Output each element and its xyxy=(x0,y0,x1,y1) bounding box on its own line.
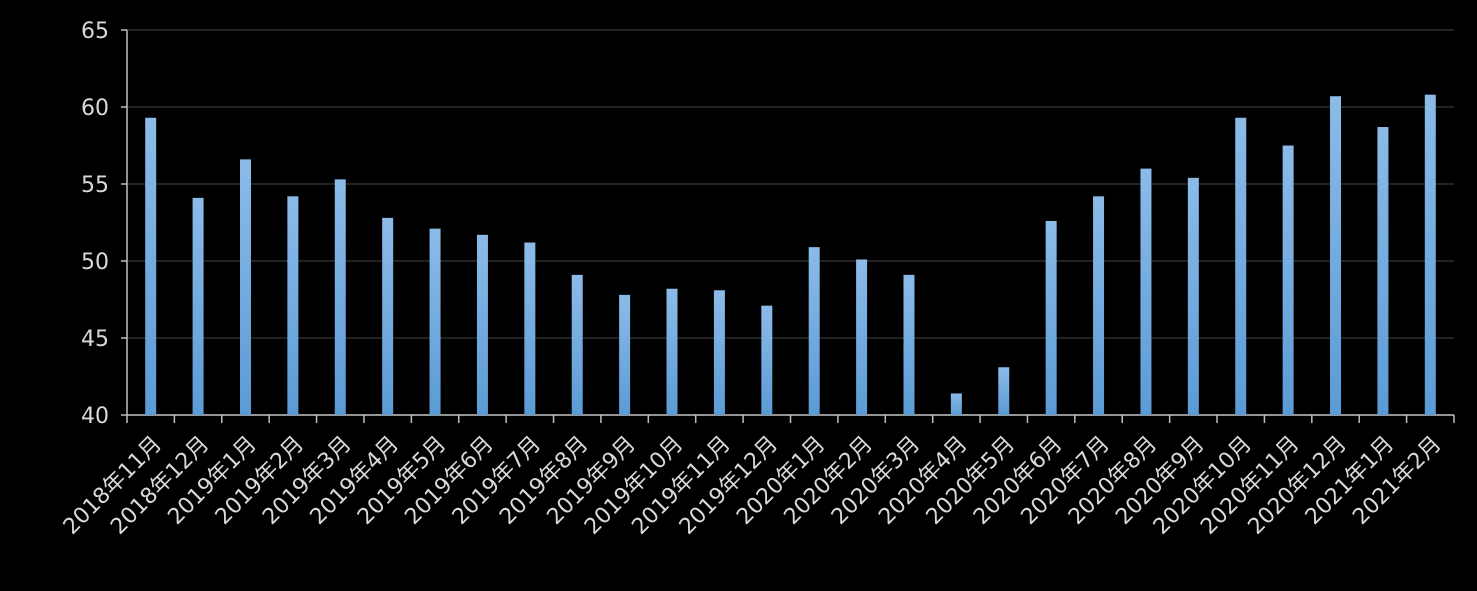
bar xyxy=(666,288,678,415)
y-tick-label: 65 xyxy=(81,19,109,44)
y-tick-label: 55 xyxy=(81,173,109,198)
y-tick-label: 50 xyxy=(81,250,109,275)
bar xyxy=(1235,117,1247,415)
y-tick-label: 40 xyxy=(81,404,109,429)
bar xyxy=(524,242,536,415)
bar xyxy=(239,159,251,415)
y-tick-label: 60 xyxy=(81,96,109,121)
bar xyxy=(382,217,394,415)
bar xyxy=(1377,127,1389,416)
bar xyxy=(1330,96,1342,415)
bar xyxy=(950,393,962,415)
bar xyxy=(1282,145,1294,415)
bar xyxy=(429,228,441,415)
bar xyxy=(1140,168,1152,415)
bar xyxy=(192,197,204,415)
bar xyxy=(856,259,868,415)
y-tick-label: 45 xyxy=(81,327,109,352)
bar xyxy=(713,290,725,415)
bar xyxy=(476,234,488,415)
bar xyxy=(761,305,773,415)
bar xyxy=(145,117,157,415)
bar xyxy=(903,274,915,415)
bar xyxy=(1187,177,1199,415)
bar xyxy=(1424,94,1436,416)
bar xyxy=(571,274,583,415)
bar xyxy=(287,196,299,415)
bar xyxy=(1093,196,1105,415)
bar xyxy=(808,247,820,415)
bar xyxy=(998,367,1010,415)
bar xyxy=(1045,220,1057,415)
bar xyxy=(619,294,631,415)
bar xyxy=(334,179,346,415)
